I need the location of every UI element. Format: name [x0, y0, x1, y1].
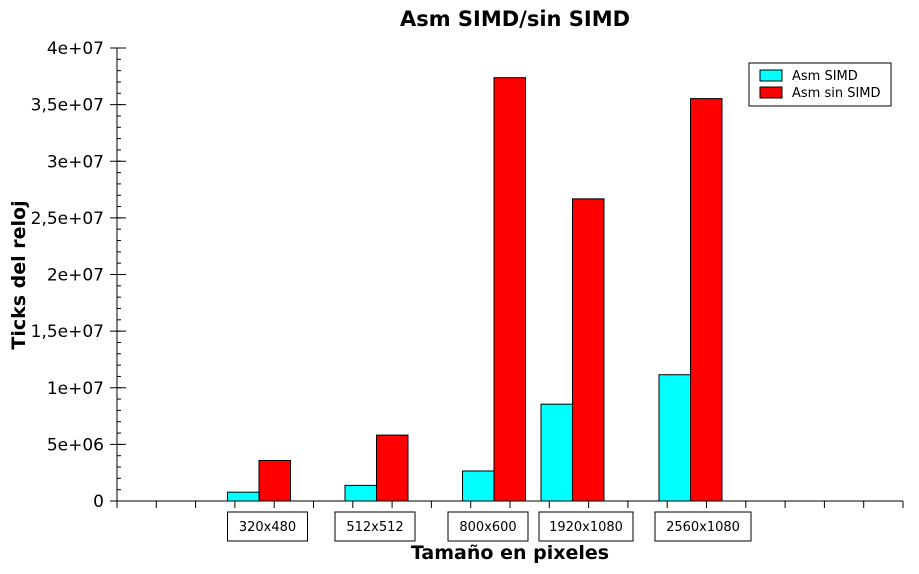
x-category-label: 2560x1080 — [654, 511, 752, 542]
x-tick-label: 800x600 — [459, 520, 516, 535]
bar-asm-simd-320x480 — [227, 491, 260, 502]
x-tick-label: 320x480 — [239, 520, 296, 535]
y-axis-title: Ticks del reloj — [8, 200, 30, 349]
x-label-box — [538, 511, 634, 542]
x-label-box — [654, 511, 752, 542]
x-tick-label: 1920x1080 — [549, 520, 623, 535]
x-label-box — [447, 511, 529, 542]
legend-label: Asm sin SIMD — [792, 86, 881, 101]
y-tick-label: 1e+07 — [47, 379, 104, 399]
y-tick-label: 3e+07 — [47, 152, 104, 172]
x-axis — [116, 500, 904, 508]
chart-title: Asm SIMD/sin SIMD — [400, 7, 630, 31]
legend-swatch — [759, 69, 783, 82]
x-label-box — [227, 511, 308, 542]
y-axis: 0 5e+06 1e+07 1,5e+07 2e+07 2,5e+07 3e+07 3,5e+… — [31, 39, 126, 512]
legend-label: Asm SIMD — [792, 69, 858, 84]
bar-asm-sin-simd-2560x1080 — [690, 98, 723, 502]
y-tick-label: 4e+07 — [47, 39, 104, 59]
y-tick-label: 1,5e+07 — [31, 322, 104, 342]
x-category-label: 800x600 — [447, 511, 529, 542]
x-category-label: 1920x1080 — [538, 511, 634, 542]
bar-asm-sin-simd-512x512 — [376, 434, 409, 502]
x-tick-labels: 320x480 512x512 800x600 1920x1080 2560x1080 — [227, 511, 752, 542]
x-category-label: 512x512 — [334, 511, 416, 542]
y-tick-label: 0 — [93, 492, 104, 512]
bar-asm-simd-512x512 — [344, 484, 377, 502]
y-tick-label: 2e+07 — [47, 266, 104, 286]
y-tick-label: 3,5e+07 — [31, 96, 104, 116]
legend-swatch — [759, 86, 783, 99]
x-axis-title: Tamaño en pixeles — [411, 542, 609, 564]
y-tick-label: 5e+06 — [47, 435, 104, 455]
bar-asm-simd-800x600 — [462, 470, 495, 502]
x-tick-label: 2560x1080 — [666, 520, 740, 535]
bar-asm-simd-2560x1080 — [658, 374, 691, 502]
bars — [227, 77, 723, 502]
legend: Asm SIMD Asm sin SIMD — [748, 62, 892, 107]
x-label-box — [334, 511, 416, 542]
bar-asm-sin-simd-320x480 — [258, 459, 291, 502]
y-tick-label: 2,5e+07 — [31, 209, 104, 229]
x-tick-label: 512x512 — [346, 520, 403, 535]
bar-asm-simd-1920x1080 — [540, 403, 573, 502]
x-category-label: 320x480 — [227, 511, 308, 542]
bar-asm-sin-simd-800x600 — [493, 77, 526, 502]
bar-asm-sin-simd-1920x1080 — [572, 198, 605, 502]
